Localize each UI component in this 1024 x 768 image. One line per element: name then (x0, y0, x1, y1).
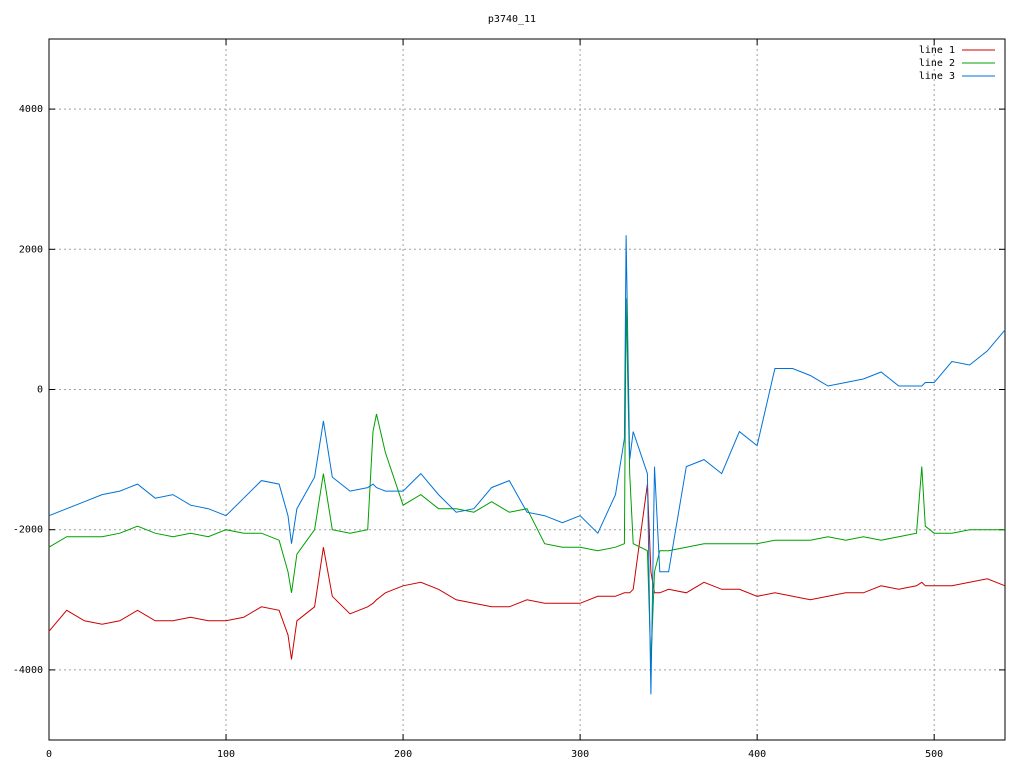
data-line (48, 484, 1006, 660)
legend-label: line 1 (919, 45, 955, 56)
x-tick-label: 100 (217, 749, 235, 760)
x-tick-label: 300 (571, 749, 589, 760)
y-tick-label: 4000 (19, 104, 43, 115)
y-tick-label: -4000 (13, 665, 43, 676)
chart-title: p3740_11 (488, 14, 536, 25)
x-tick-label: 0 (46, 749, 52, 760)
x-tick-label: 200 (394, 749, 412, 760)
y-tick-label: -2000 (13, 525, 43, 536)
x-tick-label: 400 (748, 749, 766, 760)
legend-label: line 2 (919, 58, 955, 69)
y-tick-label: 2000 (19, 244, 43, 255)
legend-label: line 3 (919, 71, 955, 82)
x-tick-label: 500 (925, 749, 943, 760)
data-line (48, 235, 1006, 695)
data-line (48, 298, 1005, 663)
plot-frame (48, 38, 1006, 741)
y-tick-label: 0 (37, 385, 43, 396)
